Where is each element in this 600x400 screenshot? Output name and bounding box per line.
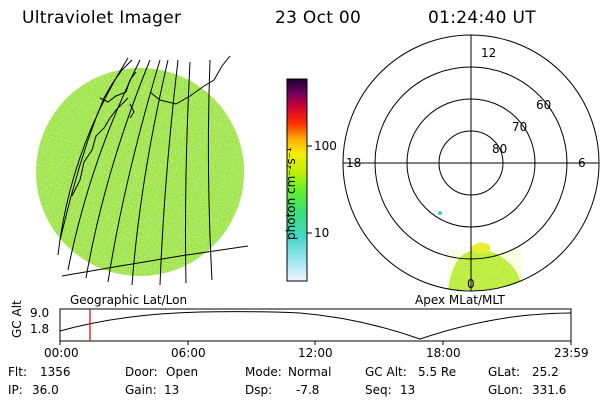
geo-graticule: [57, 57, 249, 286]
seq-label: Seq:: [365, 383, 392, 397]
altitude-ylabel: GC Alt: [10, 300, 24, 338]
mlt-label-6: 6: [578, 156, 586, 170]
ip-value: 36.0: [32, 383, 59, 397]
lat-label-80: 80: [492, 142, 508, 156]
glat-value: 25.2: [532, 365, 559, 379]
altitude-plot: [59, 308, 572, 345]
earth-image: [36, 68, 244, 276]
mode-value: Normal: [288, 365, 332, 379]
polar-plot: [342, 34, 600, 292]
lat-label-70: 70: [512, 120, 528, 134]
flt-label: Flt:: [8, 365, 27, 379]
gcalt-value: 5.5 Re: [418, 365, 457, 379]
mlt-label-12: 12: [481, 46, 497, 60]
mode-label: Mode:: [245, 365, 282, 379]
xtick-0000: 00:00: [44, 346, 79, 360]
gcalt-label: GC Alt:: [365, 365, 407, 379]
altitude-ytick-9: 9.0: [30, 306, 50, 320]
colorbar-tick-100: 100: [314, 139, 337, 153]
altitude-ytick-1-8: 1.8: [30, 322, 50, 336]
lat-label-60: 60: [536, 98, 552, 112]
xtick-2359: 23:59: [554, 346, 589, 360]
dsp-label: Dsp:: [245, 383, 273, 397]
time-label: 01:24:40 UT: [428, 8, 536, 28]
polar-panel-label: Apex MLat/MLT: [415, 293, 505, 307]
seq-value: 13: [400, 383, 416, 397]
xtick-1200: 12:00: [298, 346, 333, 360]
dsp-value: -7.8: [296, 383, 320, 397]
instrument-title: Ultraviolet Imager: [22, 8, 182, 28]
gain-label: Gain:: [125, 383, 157, 397]
glon-value: 331.6: [532, 383, 567, 397]
gain-value: 13: [164, 383, 180, 397]
color-bar: [286, 78, 312, 282]
geo-panel-label: Geographic Lat/Lon: [70, 293, 188, 307]
door-value: Open: [166, 365, 199, 379]
glat-label: GLat:: [488, 365, 521, 379]
colorbar-tick-10: 10: [314, 226, 330, 240]
ip-label: IP:: [8, 383, 23, 397]
xtick-1800: 18:00: [426, 346, 461, 360]
colorbar-unit-label: photon cm⁻²s⁻¹: [284, 147, 298, 240]
door-label: Door:: [125, 365, 158, 379]
glon-label: GLon:: [488, 383, 523, 397]
mlt-label-0: 0: [467, 277, 475, 291]
date-label: 23 Oct 00: [275, 8, 362, 28]
mlt-label-18: 18: [346, 156, 362, 170]
xtick-0600: 06:00: [171, 346, 206, 360]
flt-value: 1356: [40, 365, 71, 379]
